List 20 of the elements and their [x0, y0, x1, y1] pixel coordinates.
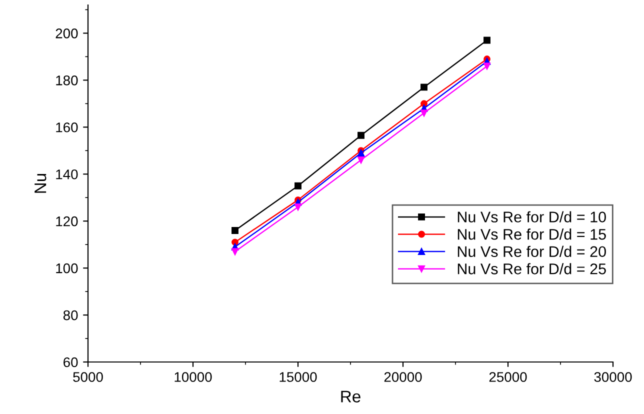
legend-label: Nu Vs Re for D/d = 20	[458, 246, 606, 258]
y-tick-label: 200	[56, 28, 78, 38]
x-tick-label: 10000	[174, 372, 212, 382]
x-tick-label: 15000	[280, 372, 317, 382]
y-tick-label: 120	[56, 216, 78, 226]
x-tick-label: 30000	[594, 372, 632, 382]
legend-label: Nu Vs Re for D/d = 25	[458, 263, 606, 274]
x-axis-title: Re	[341, 390, 360, 402]
y-tick-label: 60	[64, 357, 78, 368]
legend-label: Nu Vs Re for D/d = 15	[458, 228, 606, 240]
y-tick-label: 100	[56, 263, 78, 274]
legend-label: Nu Vs Re for D/d = 10	[458, 211, 606, 222]
x-tick-label: 25000	[489, 372, 527, 382]
y-tick-label: 140	[56, 169, 78, 180]
x-tick-label: 20000	[384, 372, 422, 382]
y-tick-label: 180	[56, 75, 78, 86]
y-axis-title: Nu	[34, 174, 46, 193]
y-tick-label: 80	[63, 310, 78, 320]
y-tick-label: 160	[56, 122, 78, 132]
x-tick-label: 5000	[73, 372, 103, 382]
